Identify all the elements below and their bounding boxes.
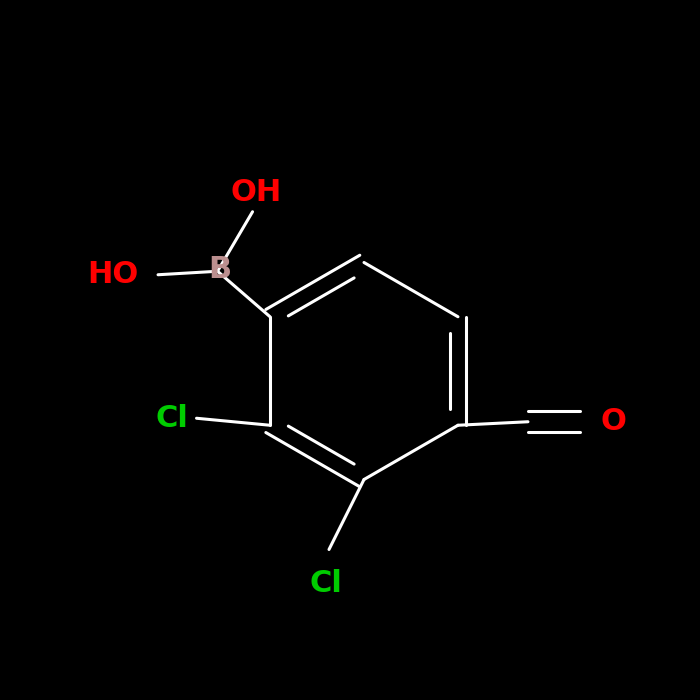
Text: Cl: Cl: [155, 404, 188, 433]
Text: B: B: [208, 256, 231, 284]
Text: Cl: Cl: [309, 569, 342, 598]
Text: OH: OH: [230, 178, 281, 206]
Text: HO: HO: [88, 260, 139, 289]
Text: O: O: [600, 407, 626, 436]
